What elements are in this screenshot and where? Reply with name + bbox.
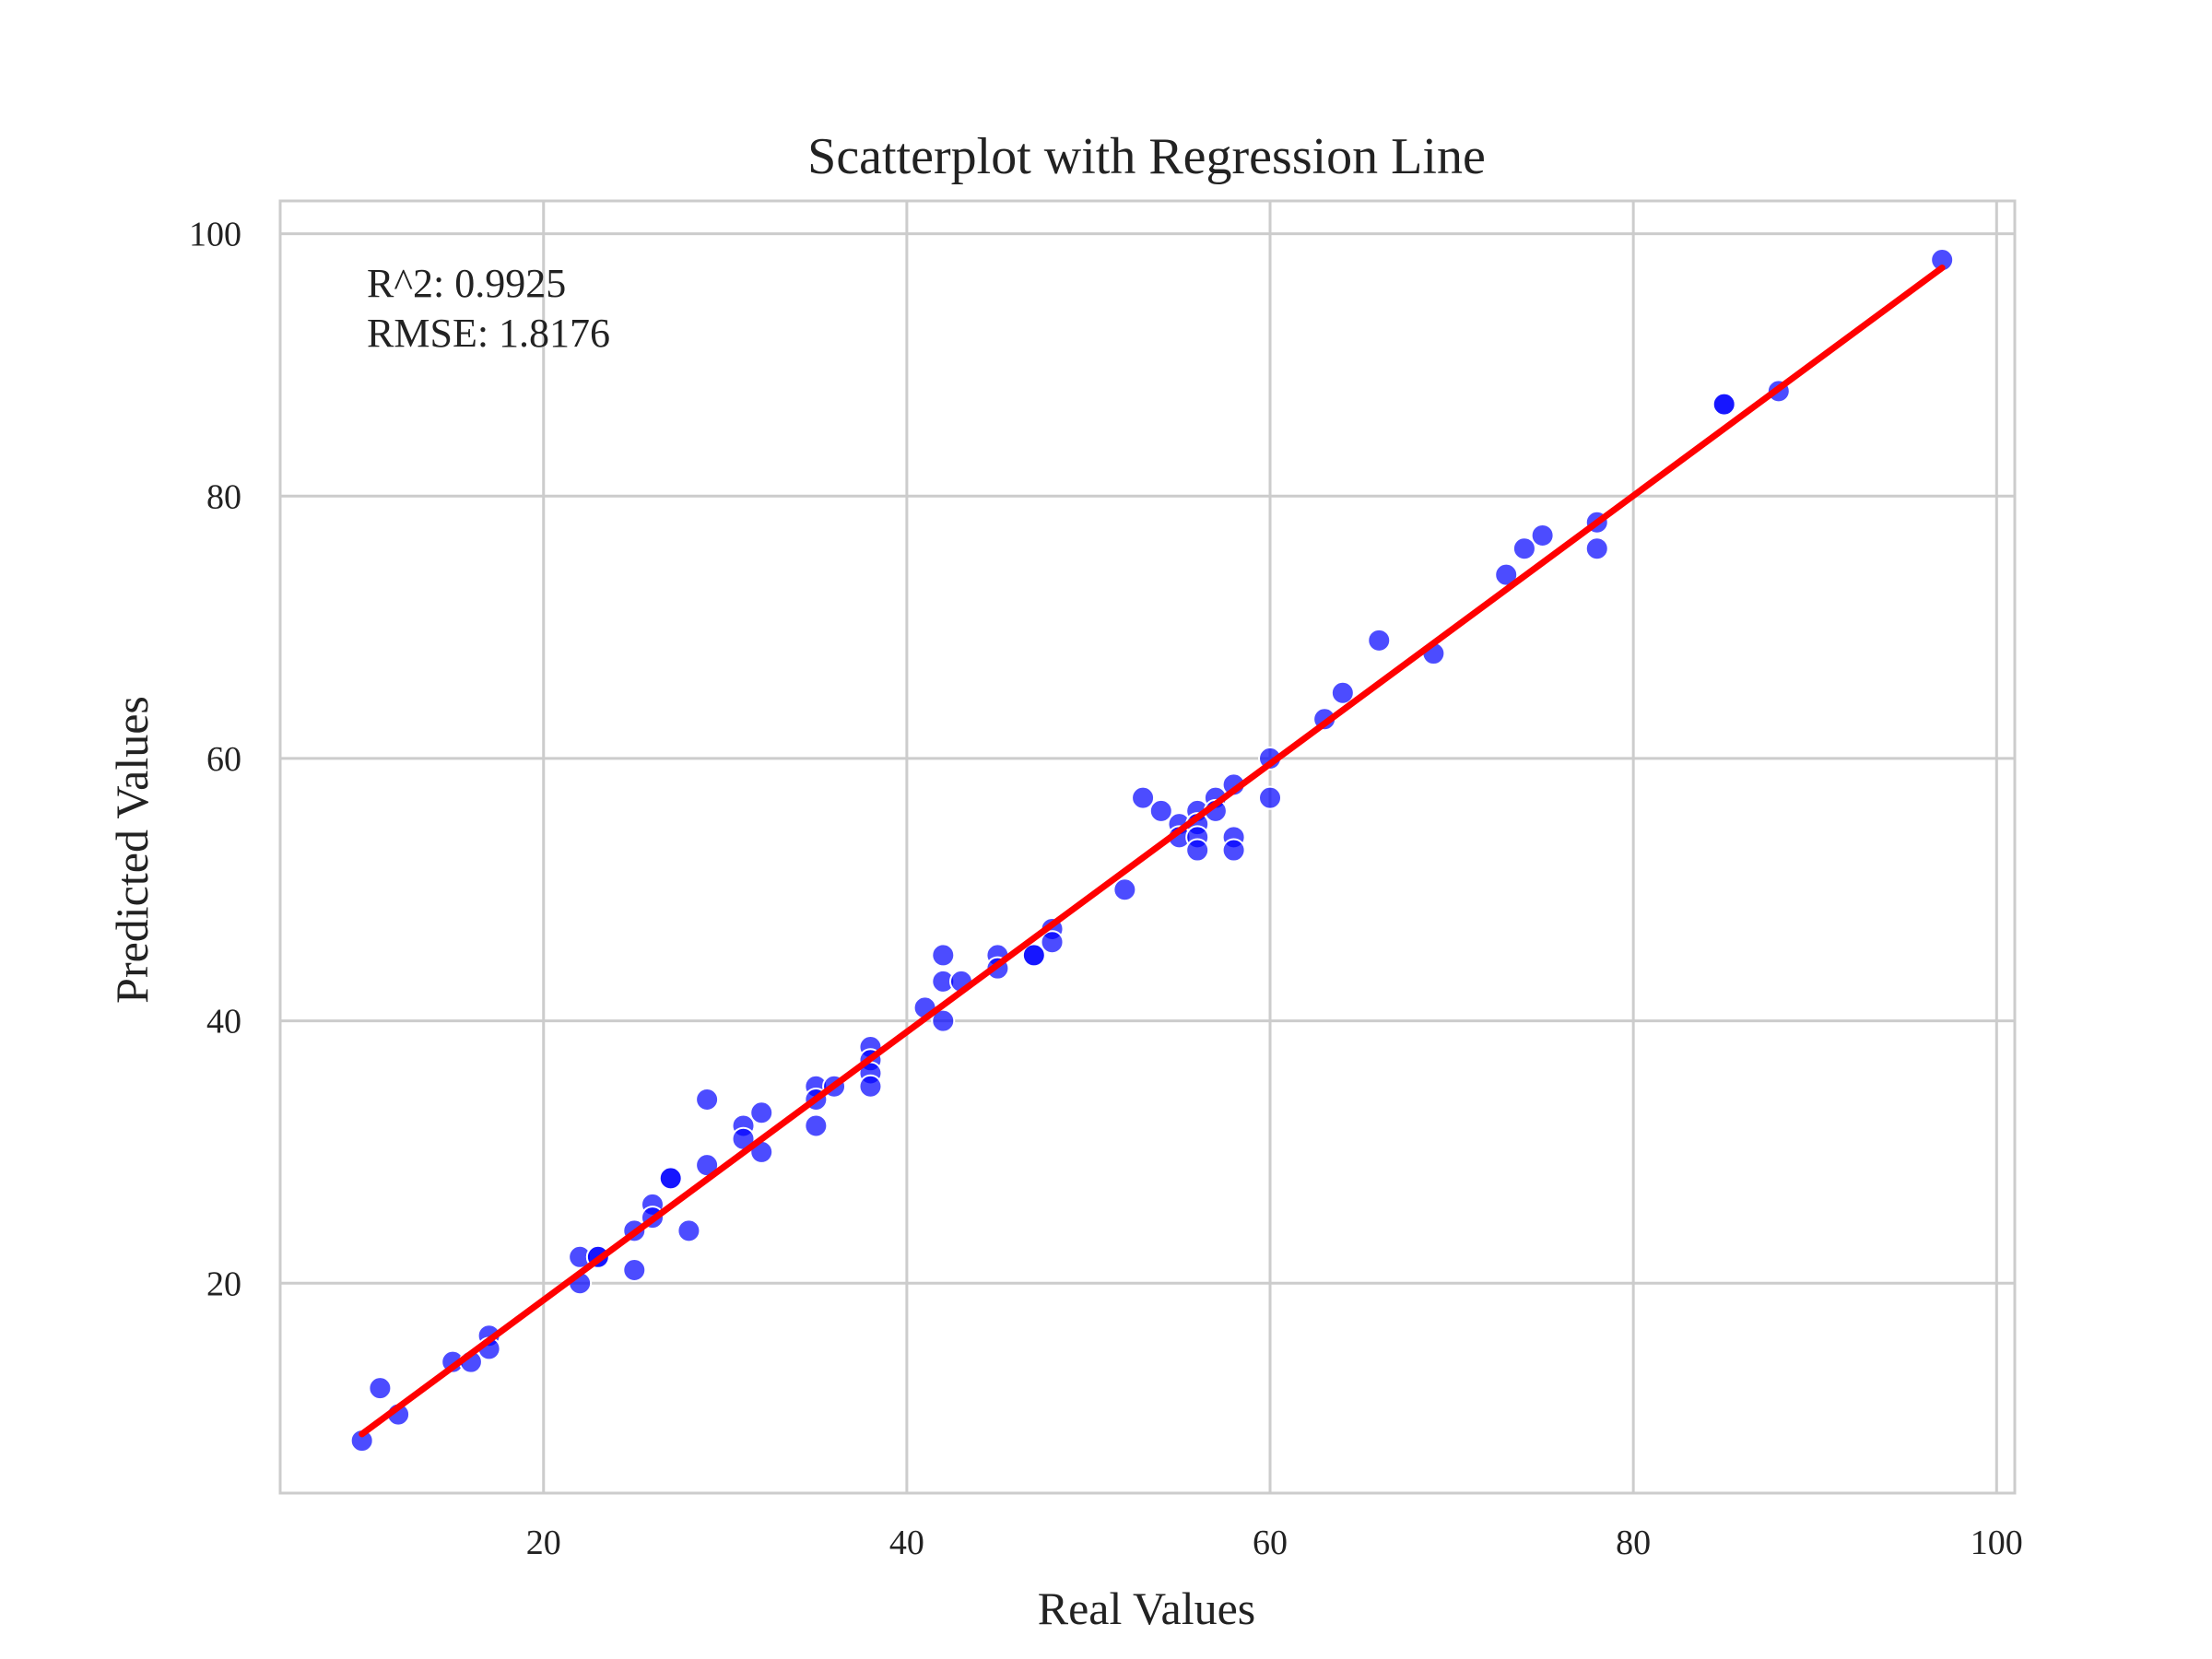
data-point — [749, 1100, 774, 1125]
data-point — [1221, 838, 1246, 863]
x-tick-label: 100 — [1971, 1524, 2023, 1562]
data-point — [1530, 523, 1555, 547]
data-point — [1112, 877, 1137, 902]
data-point — [368, 1376, 393, 1401]
data-point — [858, 1074, 883, 1099]
plot-frame — [278, 199, 2017, 1495]
x-axis-label: Real Values — [1038, 1583, 1256, 1634]
data-point — [1512, 536, 1536, 561]
data-point — [1021, 943, 1046, 968]
rmse-annotation: RMSE: 1.8176 — [367, 311, 610, 356]
y-tick-label: 60 — [206, 740, 241, 779]
data-point — [677, 1218, 701, 1243]
x-tick-label: 20 — [526, 1524, 561, 1562]
data-point — [1367, 628, 1392, 653]
data-point — [1584, 536, 1609, 561]
data-point — [622, 1258, 647, 1283]
data-point — [1185, 838, 1210, 863]
data-point — [931, 943, 956, 968]
data-point — [931, 1008, 956, 1033]
y-tick-label: 100 — [189, 216, 241, 254]
y-tick-label: 80 — [206, 477, 241, 516]
data-point — [1258, 785, 1283, 810]
data-point — [1040, 930, 1065, 955]
regression-line — [359, 265, 1946, 1438]
data-point — [804, 1113, 829, 1138]
y-tick-label: 40 — [206, 1003, 241, 1041]
data-point — [1148, 798, 1173, 823]
tick-labels: 20 40 60 80 100 20 40 60 80 100 — [189, 216, 2023, 1562]
data-point — [1712, 392, 1736, 417]
data-point — [695, 1087, 720, 1112]
r-squared-annotation: R^2: 0.9925 — [367, 261, 566, 306]
x-tick-label: 80 — [1616, 1524, 1651, 1562]
data-point — [1131, 785, 1156, 810]
data-point — [349, 1429, 374, 1453]
y-axis-label: Predicted Values — [106, 696, 158, 1004]
x-tick-label: 40 — [889, 1524, 924, 1562]
data-point — [1330, 680, 1355, 705]
chart-title: Scatterplot with Regression Line — [807, 128, 1486, 185]
y-tick-label: 20 — [206, 1265, 241, 1303]
data-point — [658, 1166, 683, 1191]
x-tick-label: 60 — [1253, 1524, 1288, 1562]
